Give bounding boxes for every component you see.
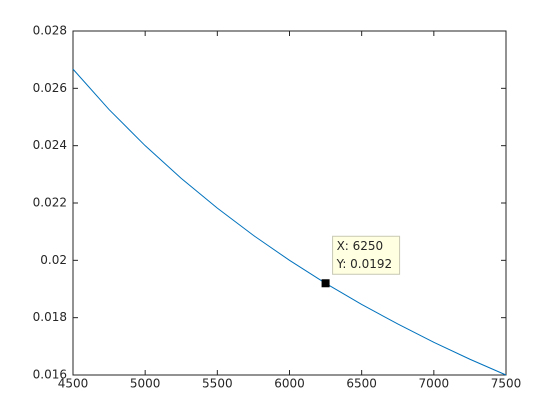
x-tick-label: 4500 xyxy=(58,377,89,391)
x-tick-label: 7500 xyxy=(491,377,522,391)
y-tick-label: 0.024 xyxy=(33,138,67,152)
x-tick-label: 6500 xyxy=(346,377,377,391)
datatip-label: Y: 0.0192 xyxy=(336,257,393,271)
x-tick-label: 6000 xyxy=(274,377,305,391)
x-tick-label: 7000 xyxy=(419,377,450,391)
y-tick-label: 0.02 xyxy=(40,253,67,267)
datatip-marker xyxy=(321,279,330,288)
datatip-label: X: 6250 xyxy=(337,239,384,253)
plot-area xyxy=(72,30,507,376)
line-series xyxy=(72,68,507,376)
y-tick-label: 0.028 xyxy=(33,24,67,38)
x-tick-label: 5000 xyxy=(130,377,161,391)
y-tick-label: 0.016 xyxy=(33,368,67,382)
y-tick-label: 0.026 xyxy=(33,81,67,95)
y-tick-label: 0.018 xyxy=(33,310,67,324)
x-tick-label: 5500 xyxy=(202,377,233,391)
y-tick-label: 0.022 xyxy=(33,196,67,210)
datatip-box xyxy=(332,235,401,275)
